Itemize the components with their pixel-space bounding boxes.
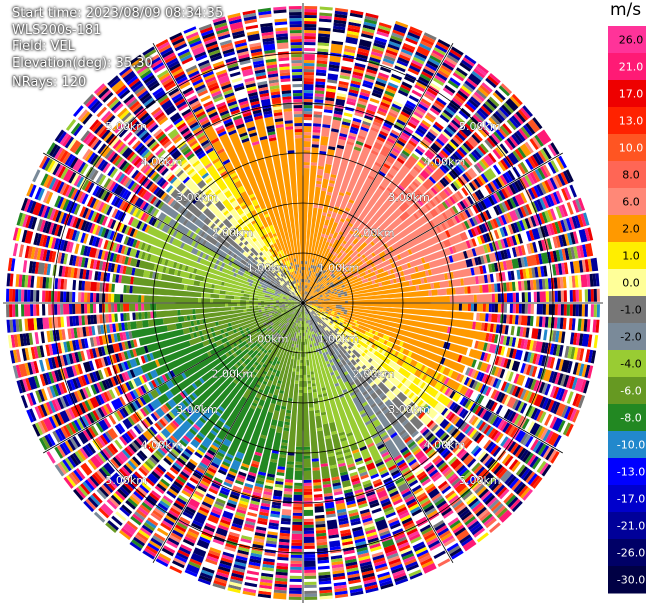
velocity-gates-2 (37, 13, 600, 576)
range-ring-label: 1.00km (247, 332, 289, 345)
range-ring-label: 3.00km (388, 191, 430, 204)
colorbar-bin (608, 296, 646, 324)
colorbar-bin (608, 323, 646, 351)
velocity-gates-8 (15, 7, 582, 573)
velocity-gates-11 (7, 22, 594, 596)
colorbar-bin (608, 566, 646, 594)
velocity-gates-19 (19, 6, 597, 585)
colorbar-bin (608, 80, 646, 108)
colorbar-bin (608, 269, 646, 297)
colorbar-bin (608, 539, 646, 567)
colorbar-bin (608, 134, 646, 162)
colorbar-tick: 6.0 (622, 196, 640, 209)
range-ring-label: 5.00km (459, 120, 501, 133)
range-ring-label: 3.00km (388, 403, 430, 416)
range-ring-label: 2.00km (353, 368, 395, 381)
velocity-gates-0 (12, 12, 593, 600)
range-ring-label: 5.00km (105, 474, 147, 487)
colorbar-tick: -2.0 (620, 331, 641, 344)
range-ring-label: 5.00km (459, 474, 501, 487)
range-ring-label: 4.00km (141, 438, 183, 451)
range-ring-label: 1.00km (318, 332, 360, 345)
colorbar-tick: -30.0 (617, 574, 645, 587)
colorbar-tick: -8.0 (620, 412, 641, 425)
range-ring-label: 2.00km (353, 226, 395, 239)
colorbar-tick: 17.0 (619, 88, 644, 101)
range-rings (52, 52, 554, 554)
range-ring-label: 2.00km (212, 368, 254, 381)
instrument-label: WLS200s-181 (12, 22, 102, 38)
range-ring-2 (202, 202, 404, 404)
colorbar-bin (608, 161, 646, 189)
colorbar-tick: 21.0 (619, 61, 644, 74)
colorbar-bin (608, 26, 646, 54)
colorbar-bin (608, 350, 646, 378)
colorbar-bin (608, 188, 646, 216)
colorbar-bin (608, 242, 646, 270)
colorbar-bin (608, 485, 646, 513)
range-ring-label: 1.00km (318, 262, 360, 275)
velocity-gates-14 (9, 10, 600, 597)
range-ring-label: 4.00km (424, 438, 466, 451)
range-ring-3 (152, 152, 454, 454)
range-ring-1 (252, 252, 354, 354)
colorbar-tick: -21.0 (617, 520, 645, 533)
velocity-gates-13 (12, 6, 595, 594)
colorbar-tick: -4.0 (620, 358, 641, 371)
colorbar-bin (608, 458, 646, 486)
range-ring-labels: 1.00km 1.00km 1.00km 1.00km 2.00km 2.00km 2.00… (105, 120, 501, 487)
colorbar-bin (608, 377, 646, 405)
range-ring-label: 3.00km (176, 403, 218, 416)
range-ring-label: 1.00km (247, 262, 289, 275)
colorbar-tick: 10.0 (619, 142, 644, 155)
colorbar-bin (608, 215, 646, 243)
colorbar: 26.0 21.0 17.0 13.0 10.0 8.0 6.0 2.0 1.0 0.0 -1.0 -… (608, 26, 646, 594)
colorbar-tick: 13.0 (619, 115, 644, 128)
range-ring-4 (102, 102, 504, 504)
colorbar-tick: -10.0 (617, 439, 645, 452)
range-ring-label: 4.00km (141, 156, 183, 169)
colorbar-bin (608, 107, 646, 135)
colorbar-tick: -13.0 (617, 466, 645, 479)
colorbar-tick: -1.0 (620, 304, 641, 317)
colorbar-tick: -26.0 (617, 547, 645, 560)
colorbar-tick: 8.0 (622, 169, 640, 182)
range-ring-label: 2.00km (212, 226, 254, 239)
colorbar-bin (608, 404, 646, 432)
range-ring-label: 4.00km (424, 156, 466, 169)
colorbar-tick: 0.0 (622, 277, 640, 290)
colorbar-bin (608, 431, 646, 459)
colorbar-tick: 2.0 (622, 223, 640, 236)
colorbar-unit-label: m/s (610, 0, 642, 20)
range-ring-5 (52, 52, 554, 554)
colorbar-tick: -17.0 (617, 493, 645, 506)
velocity-gates-17 (15, 30, 582, 597)
range-ring-label: 3.00km (176, 191, 218, 204)
colorbar-bin (608, 512, 646, 540)
elevation-label: Elevation(deg): 35.30 (12, 55, 153, 71)
field-label: Field: VEL (12, 39, 75, 54)
colorbar-bin (608, 53, 646, 81)
colorbar-tick: -6.0 (620, 385, 641, 398)
azimuth-spokes (3, 3, 603, 603)
colorbar-tick: 26.0 (619, 34, 644, 47)
nrays-label: NRays: 120 (12, 75, 87, 90)
colorbar-tick: 1.0 (622, 250, 640, 263)
range-ring-label: 5.00km (105, 120, 147, 133)
start-time-label: Start time: 2023/08/09 08:34:35 (12, 6, 224, 21)
info-panel: Start time: 2023/08/09 08:34:35 WLS200s-… (12, 6, 223, 92)
